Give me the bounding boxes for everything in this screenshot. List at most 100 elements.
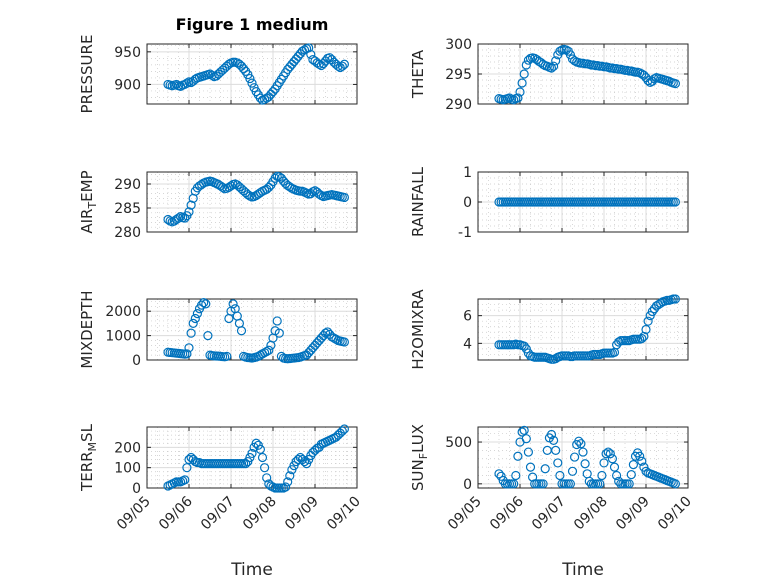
panel-sun_flux: 0 500 SUNFLUX 09/05 09/06 09/07 09/08 09/09 09/1… bbox=[409, 424, 695, 580]
data-point bbox=[180, 475, 190, 485]
data-point bbox=[333, 61, 343, 71]
data-point bbox=[607, 454, 618, 464]
data-point bbox=[511, 470, 521, 481]
data-point bbox=[337, 426, 347, 436]
y-tick-label: 4 bbox=[463, 336, 472, 352]
data-point bbox=[182, 349, 192, 359]
x-axis-label: Time bbox=[230, 560, 273, 580]
data-point bbox=[637, 456, 647, 466]
y-tick-label: 2000 bbox=[105, 304, 141, 320]
data-point bbox=[643, 75, 653, 86]
chart-title: Figure 1 medium bbox=[176, 15, 329, 34]
data-point bbox=[603, 447, 613, 457]
data-point bbox=[331, 334, 341, 344]
data-point bbox=[546, 63, 557, 73]
data-point bbox=[188, 318, 198, 328]
y-tick-label: 295 bbox=[445, 67, 472, 83]
x-tick-label: 09/07 bbox=[529, 494, 569, 534]
data-point bbox=[567, 466, 578, 476]
data-point bbox=[569, 56, 580, 66]
data-point bbox=[257, 452, 268, 463]
data-point bbox=[241, 459, 251, 469]
data-point bbox=[538, 479, 548, 489]
data-point bbox=[551, 445, 561, 455]
data-point bbox=[190, 313, 200, 324]
data-point bbox=[173, 213, 184, 223]
y-tick-label: 1000 bbox=[105, 329, 141, 345]
data-point bbox=[670, 78, 681, 89]
y-tick-label: 280 bbox=[114, 225, 141, 241]
data-point bbox=[306, 49, 316, 60]
data-point bbox=[203, 331, 213, 341]
data-point bbox=[523, 447, 534, 457]
x-tick-label: 09/06 bbox=[487, 493, 527, 533]
y-tick-label: 900 bbox=[114, 77, 141, 93]
x-tick-label: 09/09 bbox=[613, 494, 653, 534]
data-point bbox=[247, 78, 257, 88]
panel-pressure: 900 950 PRESSURE Figure 1 medium bbox=[78, 15, 358, 113]
y-tick-label: 1 bbox=[463, 165, 472, 181]
data-point bbox=[285, 471, 295, 481]
data-point bbox=[304, 43, 314, 53]
data-point bbox=[182, 78, 192, 88]
y-tick-label: 290 bbox=[114, 177, 141, 193]
y-axis-label: H2OMIXRA bbox=[409, 289, 427, 370]
data-point bbox=[247, 448, 257, 459]
data-point bbox=[262, 346, 272, 357]
axes-frame bbox=[146, 171, 358, 233]
data-point bbox=[283, 477, 293, 487]
data-point bbox=[186, 200, 196, 210]
axes-frame bbox=[146, 298, 358, 361]
data-point bbox=[664, 76, 674, 86]
data-point bbox=[207, 70, 217, 80]
y-tick-label: 950 bbox=[114, 45, 141, 61]
data-point bbox=[272, 316, 282, 326]
data-point bbox=[578, 447, 588, 457]
data-point bbox=[509, 95, 519, 105]
x-tick-label: 09/09 bbox=[282, 494, 322, 534]
data-point bbox=[199, 298, 209, 308]
data-point bbox=[637, 333, 647, 344]
data-point bbox=[228, 299, 238, 309]
data-point bbox=[264, 345, 274, 355]
data-point bbox=[281, 482, 291, 492]
data-point bbox=[576, 439, 586, 449]
x-tick-label: 09/07 bbox=[198, 494, 238, 534]
data-point bbox=[548, 435, 559, 445]
data-point bbox=[569, 452, 580, 462]
data-point bbox=[626, 470, 636, 480]
data-point bbox=[519, 425, 529, 435]
data-point bbox=[609, 462, 620, 472]
y-tick-label: 200 bbox=[114, 440, 141, 456]
data-point bbox=[299, 45, 310, 55]
x-tick-label: 09/10 bbox=[324, 494, 364, 534]
x-tick-label: 09/08 bbox=[571, 494, 611, 534]
data-point bbox=[521, 60, 531, 70]
y-tick-label: 6 bbox=[463, 309, 472, 325]
panel-air_temp: 280 285 290 AIRTEMP bbox=[78, 170, 358, 241]
data-point bbox=[236, 326, 247, 336]
data-point bbox=[521, 434, 531, 444]
panel-terr_msl: 0 100 200 TERRMSL 09/05 09/06 09/07 09/08 09/09 0… bbox=[78, 423, 364, 580]
data-point bbox=[605, 449, 615, 459]
y-axis-label: THETA bbox=[409, 49, 427, 99]
data-point bbox=[548, 61, 559, 71]
data-point bbox=[339, 192, 349, 203]
data-point bbox=[551, 56, 561, 66]
data-point bbox=[339, 59, 349, 69]
data-point bbox=[525, 462, 536, 472]
axes-box bbox=[477, 298, 689, 361]
data-point bbox=[184, 454, 194, 465]
panel-rainfall: -1 0 1 RAINFALL bbox=[409, 165, 689, 241]
x-axis-label: Time bbox=[561, 560, 604, 580]
data-point bbox=[245, 73, 255, 84]
data-point bbox=[635, 451, 645, 461]
data-point bbox=[190, 74, 200, 84]
data-point bbox=[611, 470, 622, 481]
y-axis-label: RAINFALL bbox=[409, 166, 427, 237]
y-tick-label: 100 bbox=[114, 461, 141, 477]
data-point bbox=[597, 470, 607, 481]
y-tick-label: 0 bbox=[463, 477, 472, 493]
data-point bbox=[641, 324, 651, 335]
